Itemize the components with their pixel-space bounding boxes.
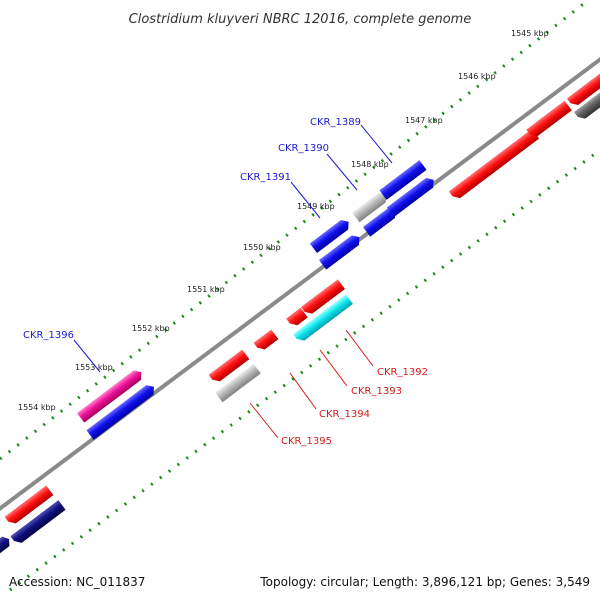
scale-label-1550: 1550 kbp <box>243 243 281 252</box>
gene-ckr1396[interactable] <box>77 367 145 423</box>
gene-label-ckr1395[interactable]: CKR_1395 <box>281 436 332 447</box>
gene-ckr1394[interactable] <box>253 329 279 353</box>
scale-label-1553: 1553 kbp <box>75 363 113 372</box>
gene-ckr1395[interactable] <box>215 363 261 403</box>
scale-label-1552: 1552 kbp <box>132 324 170 333</box>
gene-label-ckr1393[interactable]: CKR_1393 <box>351 386 402 397</box>
gene-lower-left-3[interactable] <box>0 534 13 556</box>
outer-tick-row <box>0 0 591 461</box>
genome-summary-text: Topology: circular; Length: 3,896,121 bp… <box>259 575 590 589</box>
gene-label-ckr1391[interactable]: CKR_1391 <box>240 172 291 183</box>
scale-label-1547: 1547 kbp <box>405 116 443 125</box>
accession-text: Accession: NC_011837 <box>9 575 145 589</box>
inner-tick-row <box>9 148 600 592</box>
gene-ckr1391[interactable] <box>309 217 352 254</box>
gene-leader-lines <box>73 124 393 439</box>
gene-label-ckr1396[interactable]: CKR_1396 <box>23 330 74 341</box>
scale-label-1548: 1548 kbp <box>351 160 389 169</box>
gene-upper-right-1[interactable] <box>448 128 540 201</box>
gene-upper-right-2[interactable] <box>526 100 572 139</box>
scale-label-1549: 1549 kbp <box>297 202 335 211</box>
gene-ckr1393[interactable] <box>286 307 308 328</box>
gene-ckr1396-pair[interactable] <box>86 382 157 440</box>
gene-label-ckr1390[interactable]: CKR_1390 <box>278 143 329 154</box>
gene-ckr1395-pair[interactable] <box>208 349 250 385</box>
gene-upper-right-4[interactable] <box>574 90 600 121</box>
gene-ckr1390-pair[interactable] <box>363 205 399 237</box>
gene-upper-right-3[interactable] <box>566 71 600 108</box>
scale-label-1546: 1546 kbp <box>458 72 496 81</box>
gene-ckr1392-pair[interactable] <box>301 279 345 316</box>
gene-ckr1391-pair[interactable] <box>319 232 363 270</box>
gene-label-ckr1389[interactable]: CKR_1389 <box>310 117 361 128</box>
genome-title: Clostridium kluyveri NBRC 12016, complet… <box>129 12 472 27</box>
gene-ckr1389-pair[interactable] <box>386 175 437 218</box>
scale-label-1545: 1545 kbp <box>511 29 549 38</box>
gene-ckr1389[interactable] <box>379 160 427 200</box>
gene-ckr1390[interactable] <box>352 190 390 223</box>
scale-label-1554: 1554 kbp <box>18 403 56 412</box>
gene-label-ckr1392[interactable]: CKR_1392 <box>377 367 428 378</box>
gene-lower-left-2[interactable] <box>10 500 66 546</box>
gene-lower-left-1[interactable] <box>4 485 54 527</box>
gene-label-ckr1394[interactable]: CKR_1394 <box>319 409 370 420</box>
gene-ckr1392[interactable] <box>293 294 353 343</box>
scale-label-1551: 1551 kbp <box>187 285 225 294</box>
